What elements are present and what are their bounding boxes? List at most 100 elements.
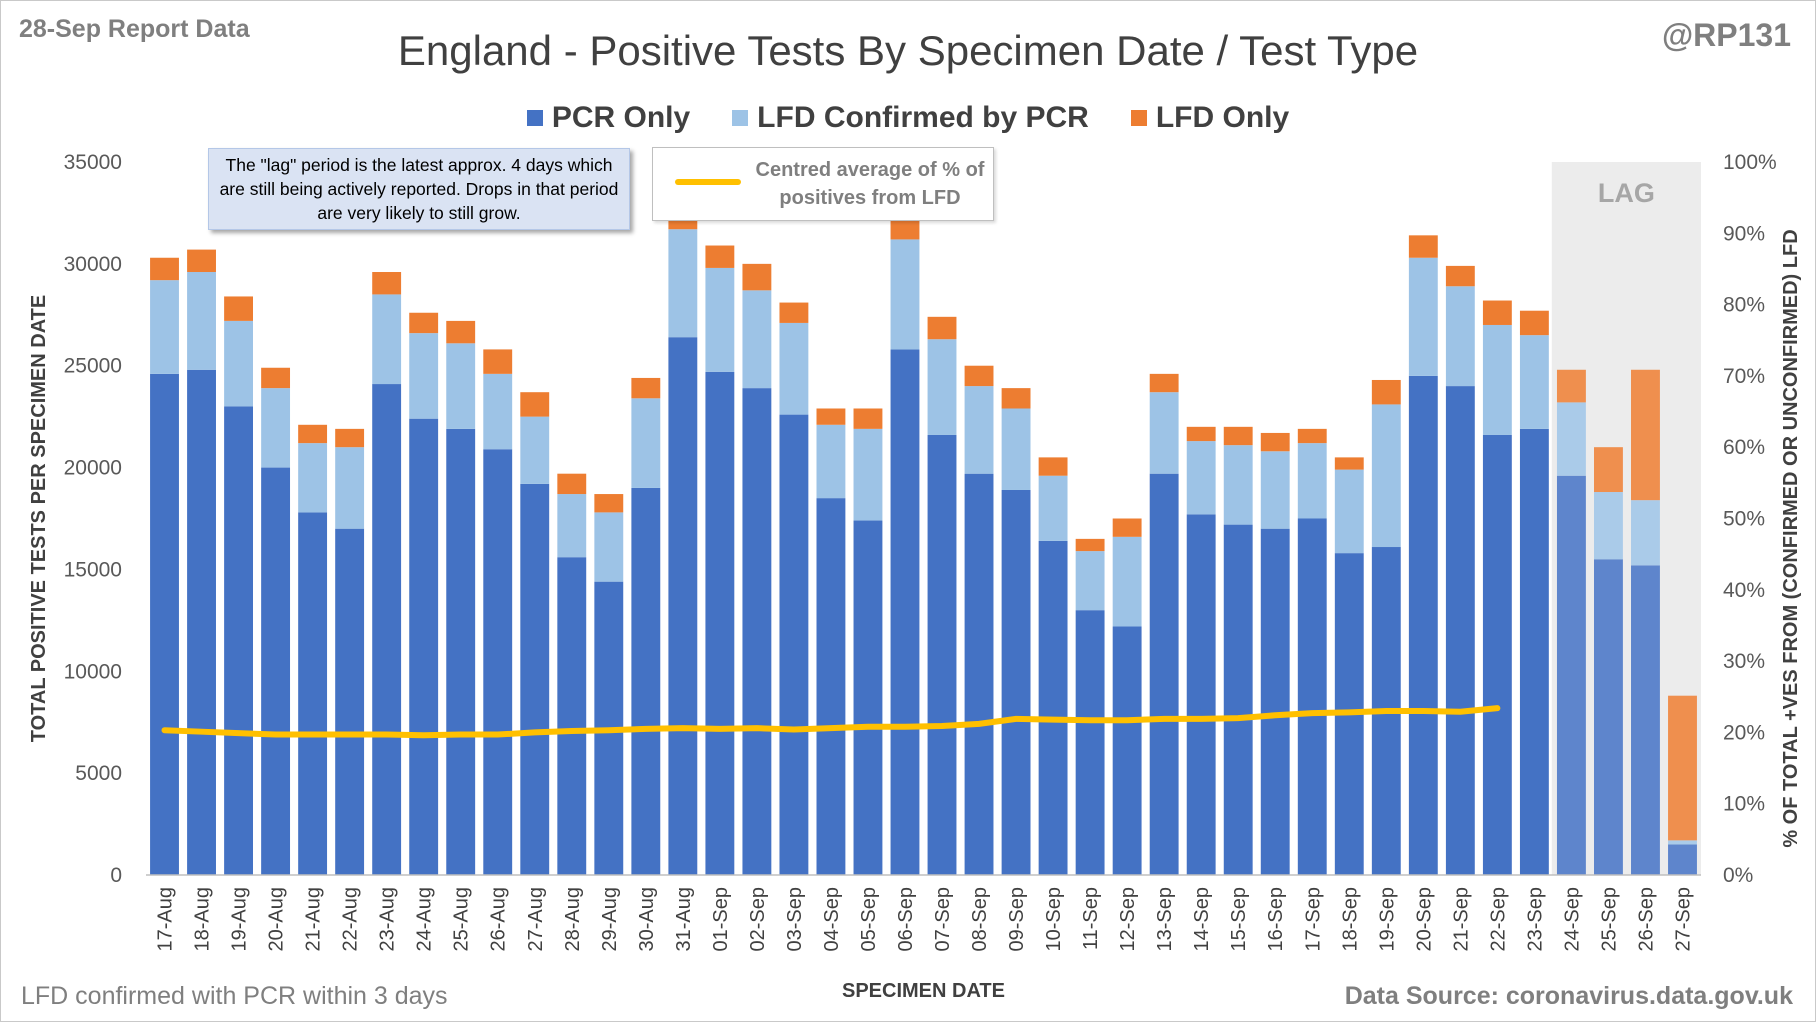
bar-pcr-only <box>1482 434 1512 875</box>
bar-pcr-only <box>779 414 809 875</box>
bar-lfd-only <box>1594 447 1623 493</box>
x-tick-label: 13-Sep <box>1154 887 1176 952</box>
legend-item-pcr-only: PCR Only <box>526 101 690 135</box>
y-tick-label: 5000 <box>75 762 122 785</box>
x-tick-label: 27-Aug <box>525 887 547 952</box>
bar-pcr-only <box>298 512 328 875</box>
legend-label-lfd-only: LFD Only <box>1155 101 1290 134</box>
x-tick-label: 23-Aug <box>377 887 399 952</box>
x-axis-title: SPECIMEN DATE <box>842 980 1005 1002</box>
bar-lfd-confirmed <box>890 239 920 350</box>
bar-lfd-confirmed <box>1186 441 1216 515</box>
bar-lfd-confirmed <box>1112 536 1142 627</box>
y-tick-label: 35000 <box>64 151 122 174</box>
report-date-label: 28-Sep Report Data <box>19 15 250 43</box>
x-tick-label: 07-Sep <box>932 887 954 952</box>
bar-lfd-only <box>594 494 624 513</box>
bar-lfd-only <box>1631 369 1660 501</box>
y2-tick-label: 80% <box>1723 294 1765 317</box>
y-tick-label: 10000 <box>64 660 122 683</box>
bar-lfd-only <box>890 219 920 240</box>
bar-lfd-confirmed <box>1334 469 1364 554</box>
x-tick-label: 17-Aug <box>155 887 177 952</box>
bar-pcr-only <box>446 428 476 875</box>
y2-tick-label: 60% <box>1723 436 1765 459</box>
bar-lfd-only <box>779 302 809 323</box>
x-tick-label: 20-Sep <box>1413 887 1435 952</box>
x-tick-label: 18-Aug <box>192 887 214 952</box>
bar-pcr-only <box>187 369 216 875</box>
lag-bar-fade <box>1668 695 1697 875</box>
x-tick-label: 23-Sep <box>1524 887 1546 952</box>
x-tick-label: 01-Sep <box>710 887 732 952</box>
x-tick-label: 29-Aug <box>599 887 621 952</box>
bar-lfd-only <box>298 424 328 444</box>
bar-pcr-only <box>261 467 291 875</box>
x-tick-label: 26-Aug <box>488 887 510 952</box>
chart-title: England - Positive Tests By Specimen Dat… <box>397 27 1419 74</box>
bar-lfd-confirmed <box>1371 404 1401 548</box>
bar-pcr-only <box>409 418 439 875</box>
bar-lfd-only <box>1297 428 1327 444</box>
bar-pcr-only <box>853 520 883 875</box>
bar-pcr-only <box>742 388 772 875</box>
bar-pcr-only <box>483 449 513 875</box>
bar-lfd-only <box>335 428 365 448</box>
bar-lfd-only <box>1223 426 1253 446</box>
x-tick-label: 24-Aug <box>414 887 436 952</box>
bar-lfd-confirmed <box>594 512 624 582</box>
bar-lfd-only <box>1260 432 1290 452</box>
bar-pcr-only <box>1668 844 1697 875</box>
legend-label-lfd-confirmed: LFD Confirmed by PCR <box>757 101 1089 134</box>
y-tick-label: 15000 <box>64 558 122 581</box>
bar-lfd-confirmed <box>557 494 587 558</box>
y2-tick-label: 20% <box>1723 721 1765 744</box>
x-tick-label: 16-Sep <box>1265 887 1287 952</box>
x-tick-label: 25-Sep <box>1598 887 1620 952</box>
bar-lfd-confirmed <box>1408 257 1438 376</box>
y2-tick-label: 70% <box>1723 365 1765 388</box>
bar-lfd-confirmed <box>1260 451 1290 529</box>
bar-lfd-confirmed <box>446 343 476 429</box>
bar-pcr-only <box>372 384 402 875</box>
bar-lfd-confirmed <box>779 322 809 415</box>
legend-item-lfd-confirmed: LFD Confirmed by PCR <box>732 101 1089 135</box>
x-tick-label: 11-Sep <box>1080 887 1102 950</box>
bar-lfd-only <box>261 367 291 389</box>
bar-lfd-confirmed <box>520 416 550 484</box>
bar-lfd-only <box>1482 300 1512 325</box>
x-tick-label: 20-Aug <box>266 887 288 952</box>
average-line-legend: Centred average of % of positives from L… <box>652 147 994 221</box>
bar-lfd-only <box>1149 373 1179 393</box>
lag-bar-fade <box>1594 447 1623 875</box>
x-tick-label: 02-Sep <box>747 887 769 952</box>
legend-item-lfd-only: LFD Only <box>1130 101 1290 135</box>
bar-lfd-confirmed <box>150 280 179 374</box>
y2-tick-label: 50% <box>1723 508 1765 531</box>
bar-pcr-only <box>1001 489 1031 875</box>
y2-tick-label: 10% <box>1723 793 1765 816</box>
bar-lfd-confirmed <box>705 267 735 372</box>
bar-lfd-confirmed <box>1038 475 1068 541</box>
y-tick-label: 20000 <box>64 457 122 480</box>
bar-lfd-confirmed <box>816 424 846 499</box>
x-tick-label: 06-Sep <box>895 887 917 952</box>
bar-lfd-only <box>1668 695 1697 841</box>
bars <box>150 206 1697 876</box>
y2-tick-label: 90% <box>1723 222 1765 245</box>
bar-pcr-only <box>964 473 994 875</box>
x-tick-label: 28-Aug <box>562 887 584 952</box>
x-tick-label: 14-Sep <box>1191 887 1213 952</box>
x-tick-label: 08-Sep <box>969 887 991 952</box>
bar-lfd-only <box>1112 518 1142 537</box>
bar-lfd-confirmed <box>1594 492 1623 560</box>
bar-pcr-only <box>1038 540 1068 875</box>
x-tick-label: 18-Sep <box>1339 887 1361 952</box>
bar-pcr-only <box>1112 626 1142 875</box>
x-tick-label: 10-Sep <box>1043 887 1065 952</box>
bar-lfd-only <box>557 473 587 495</box>
bar-pcr-only <box>1223 524 1253 875</box>
bar-pcr-only <box>705 371 735 875</box>
bar-lfd-confirmed <box>483 373 513 450</box>
legend-swatch-lfd-confirmed <box>732 110 749 126</box>
